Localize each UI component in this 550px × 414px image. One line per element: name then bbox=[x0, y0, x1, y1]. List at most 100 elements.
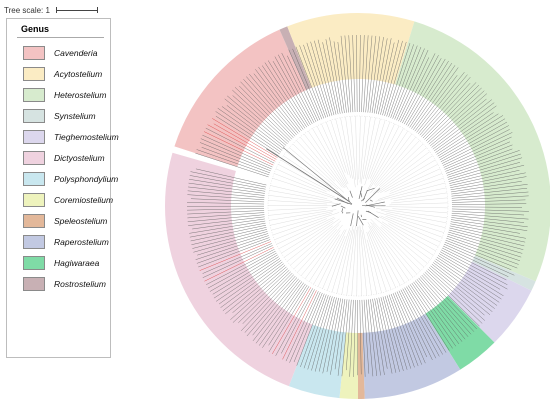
terminal-branch bbox=[272, 212, 340, 236]
taxon-label-line bbox=[388, 44, 414, 118]
terminal-branch bbox=[308, 130, 346, 188]
taxon-label-line bbox=[307, 295, 331, 370]
legend-label: Cavenderia bbox=[54, 47, 98, 58]
terminal-branch bbox=[286, 225, 333, 262]
terminal-branch bbox=[381, 225, 428, 264]
terminal-branch bbox=[350, 116, 356, 180]
terminal-branch bbox=[283, 155, 337, 192]
taxon-label-line bbox=[417, 74, 468, 134]
taxon-label-line bbox=[444, 141, 511, 170]
taxon-label-line bbox=[376, 298, 393, 374]
terminal-branch bbox=[330, 120, 349, 175]
taxon-label-line bbox=[396, 291, 428, 358]
terminal-branch bbox=[376, 211, 445, 233]
taxon-label-line bbox=[421, 274, 475, 332]
taxon-label-line bbox=[396, 49, 429, 121]
terminal-branch bbox=[386, 212, 446, 228]
taxon-label-line bbox=[274, 56, 313, 124]
taxon-label-line bbox=[190, 198, 265, 203]
legend-swatch bbox=[23, 213, 45, 228]
taxon-label-line bbox=[425, 87, 482, 142]
taxon-label-line bbox=[296, 293, 325, 366]
taxon-label-line bbox=[416, 72, 465, 133]
taxon-label-line bbox=[442, 247, 507, 281]
internal-branch bbox=[350, 213, 354, 227]
taxon-label-line bbox=[361, 299, 366, 377]
taxon-label-line bbox=[411, 65, 456, 129]
legend-label: Synstelium bbox=[54, 110, 96, 121]
taxon-label-line bbox=[434, 105, 497, 152]
genus-legend: Genus Cavenderia Acytostelium Heterosteliu… bbox=[6, 18, 119, 358]
taxon-label-line bbox=[187, 214, 265, 223]
sector-coremiostelium bbox=[339, 332, 358, 399]
taxon-label-line bbox=[285, 291, 319, 362]
legend-swatch bbox=[23, 66, 45, 81]
taxon-label-line bbox=[187, 202, 265, 205]
taxon-label-line bbox=[195, 235, 269, 260]
internal-branch bbox=[365, 188, 381, 203]
terminal-branch bbox=[278, 218, 336, 249]
long-branch bbox=[266, 148, 351, 203]
inner-ring bbox=[267, 115, 449, 297]
terminal-branch bbox=[359, 225, 367, 296]
legend-label: Raperostelium bbox=[54, 236, 109, 247]
taxon-label-line bbox=[209, 252, 277, 292]
terminal-branch bbox=[370, 221, 414, 278]
legend-title: Genus bbox=[21, 24, 50, 34]
internal-branch bbox=[365, 210, 371, 213]
terminal-branch bbox=[281, 221, 334, 254]
legend-item: Speleostelium bbox=[23, 210, 110, 231]
taxon-label-line bbox=[373, 38, 388, 114]
sector-acytostelium bbox=[287, 13, 415, 88]
taxon-label-line bbox=[446, 235, 521, 262]
taxon-label-line bbox=[380, 39, 400, 115]
taxon-label-line bbox=[195, 152, 269, 178]
taxon-label-line bbox=[421, 83, 471, 137]
taxon-label-line bbox=[431, 263, 493, 312]
taxon-label-line bbox=[244, 275, 296, 333]
taxon-label-line bbox=[282, 290, 317, 360]
taxon-label-line bbox=[252, 280, 301, 342]
taxon-label-line bbox=[449, 225, 526, 243]
terminal-branch bbox=[377, 178, 444, 200]
taxon-label-line bbox=[195, 168, 267, 186]
taxon-label-line bbox=[272, 60, 311, 126]
taxon-label-line bbox=[446, 148, 513, 174]
terminal-branch bbox=[335, 118, 351, 178]
taxon-label-line bbox=[349, 299, 354, 377]
legend-swatch bbox=[23, 129, 45, 144]
taxon-label-line bbox=[337, 41, 347, 113]
taxon-label-line bbox=[222, 263, 284, 311]
taxon-label-line bbox=[303, 44, 329, 118]
taxon-label-line bbox=[418, 277, 469, 337]
terminal-branch bbox=[341, 229, 354, 295]
taxon-label-line bbox=[303, 295, 329, 369]
taxon-label-line bbox=[451, 199, 526, 203]
terminal-branch bbox=[385, 216, 443, 238]
taxon-label-line bbox=[384, 41, 407, 116]
terminal-branch bbox=[379, 143, 424, 187]
taxon-label-line bbox=[200, 138, 272, 170]
taxon-label-line bbox=[365, 35, 373, 113]
legend-item: Dictyostelium bbox=[23, 147, 110, 168]
terminal-branch bbox=[268, 209, 327, 216]
taxon-label-line bbox=[191, 227, 267, 245]
taxon-label-line bbox=[322, 297, 339, 374]
terminal-branch bbox=[368, 231, 392, 290]
taxon-label-line bbox=[374, 298, 388, 369]
terminal-branch bbox=[361, 225, 377, 295]
terminal-branch bbox=[289, 147, 339, 190]
taxon-label-line bbox=[242, 273, 293, 324]
internal-branch bbox=[365, 201, 385, 207]
taxon-label-line bbox=[451, 191, 529, 199]
terminal-branch bbox=[358, 116, 361, 180]
terminal-branch bbox=[390, 187, 447, 200]
sector-polysphondylium bbox=[288, 324, 346, 399]
taxon-label-line bbox=[416, 279, 466, 340]
legend-label: Hagiwaraea bbox=[54, 257, 100, 268]
taxon-label-line bbox=[404, 287, 443, 355]
terminal-branch bbox=[325, 121, 346, 173]
terminal-branch bbox=[327, 228, 351, 291]
taxon-label-line bbox=[450, 223, 526, 239]
taxon-label-line bbox=[443, 136, 512, 168]
